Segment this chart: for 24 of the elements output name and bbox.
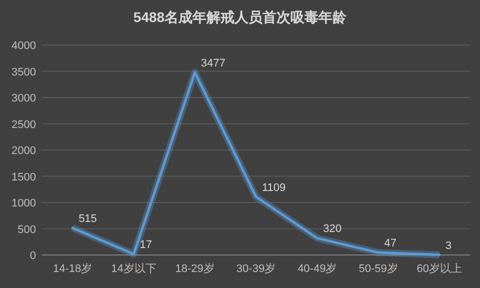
y-tick-label: 2500 bbox=[12, 118, 36, 131]
y-tick-label: 3000 bbox=[12, 92, 36, 104]
data-label: 1109 bbox=[262, 182, 286, 194]
title: 5488名成年解戒人员首次吸毒年龄 bbox=[133, 9, 347, 25]
y-tick-label: 1500 bbox=[12, 171, 36, 184]
x-tick-label: 14-18岁 bbox=[53, 263, 92, 275]
x-tick-label: 14岁以下 bbox=[111, 262, 156, 275]
x-tick-label: 30-39岁 bbox=[236, 263, 276, 275]
y-tick-label: 4000 bbox=[12, 40, 36, 52]
y-tick-label: 1000 bbox=[12, 198, 36, 210]
data-label: 3477 bbox=[200, 57, 226, 70]
y-tick-label: 0 bbox=[30, 250, 36, 262]
y-tick-label: 500 bbox=[18, 224, 36, 236]
data-label: 3 bbox=[445, 240, 452, 252]
x-tick-label: 60岁以上 bbox=[416, 262, 462, 275]
x-tick-label: 50-59岁 bbox=[358, 263, 398, 275]
data-label: 47 bbox=[384, 238, 397, 250]
x-tick-label: 40-49岁 bbox=[298, 263, 337, 275]
data-label: 17 bbox=[140, 239, 152, 252]
x-tick-label: 18-29岁 bbox=[175, 263, 214, 275]
data-label: 320 bbox=[323, 223, 342, 236]
data-label: 515 bbox=[78, 212, 97, 225]
y-tick-label: 2000 bbox=[12, 145, 36, 157]
y-tick-label: 3500 bbox=[12, 66, 36, 78]
